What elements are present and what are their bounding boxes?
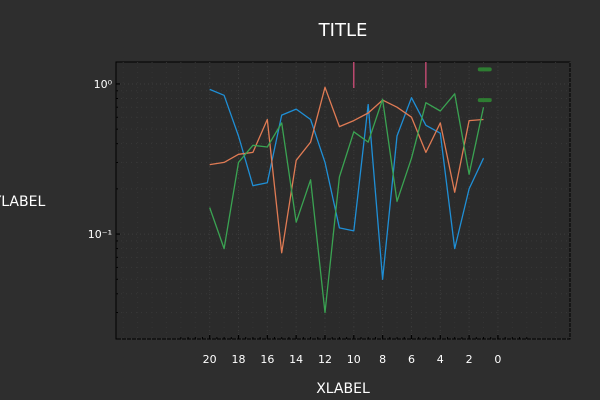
- series-line-1: [209, 88, 485, 280]
- y-tick-label: 10⁻¹: [88, 228, 112, 241]
- x-tick-label: 6: [408, 353, 415, 366]
- x-tick-label: 18: [232, 353, 246, 366]
- x-tick-label: 10: [347, 353, 361, 366]
- series-group: [209, 86, 485, 314]
- series-line-2: [209, 86, 484, 254]
- y-axis-label: YLABEL: [0, 194, 45, 210]
- chart-title: TITLE: [318, 20, 368, 41]
- x-axis-label: XLABEL: [316, 381, 370, 397]
- x-tick-label: 4: [437, 353, 444, 366]
- x-tick-label: 16: [260, 353, 274, 366]
- x-tick-label: 8: [379, 353, 386, 366]
- legend-swatch: [477, 98, 492, 103]
- series-line-3: [209, 93, 485, 314]
- event-markers: [353, 62, 427, 88]
- x-tick-label: 2: [466, 353, 473, 366]
- x-ticks: 20 18 16 14 12 10 8 6 4 2 0: [180, 335, 528, 366]
- x-tick-label: 20: [203, 353, 217, 366]
- grid: [116, 62, 571, 340]
- x-tick-label: 0: [494, 353, 501, 366]
- legend-swatch: [477, 67, 492, 72]
- x-tick-label: 12: [318, 353, 332, 366]
- y-tick-label: 10⁰: [94, 78, 113, 91]
- x-tick-label: 14: [289, 353, 303, 366]
- y-ticks: 10⁰ 10⁻¹: [88, 78, 120, 340]
- legend-swatches: [477, 67, 492, 103]
- plot-area: [115, 61, 571, 340]
